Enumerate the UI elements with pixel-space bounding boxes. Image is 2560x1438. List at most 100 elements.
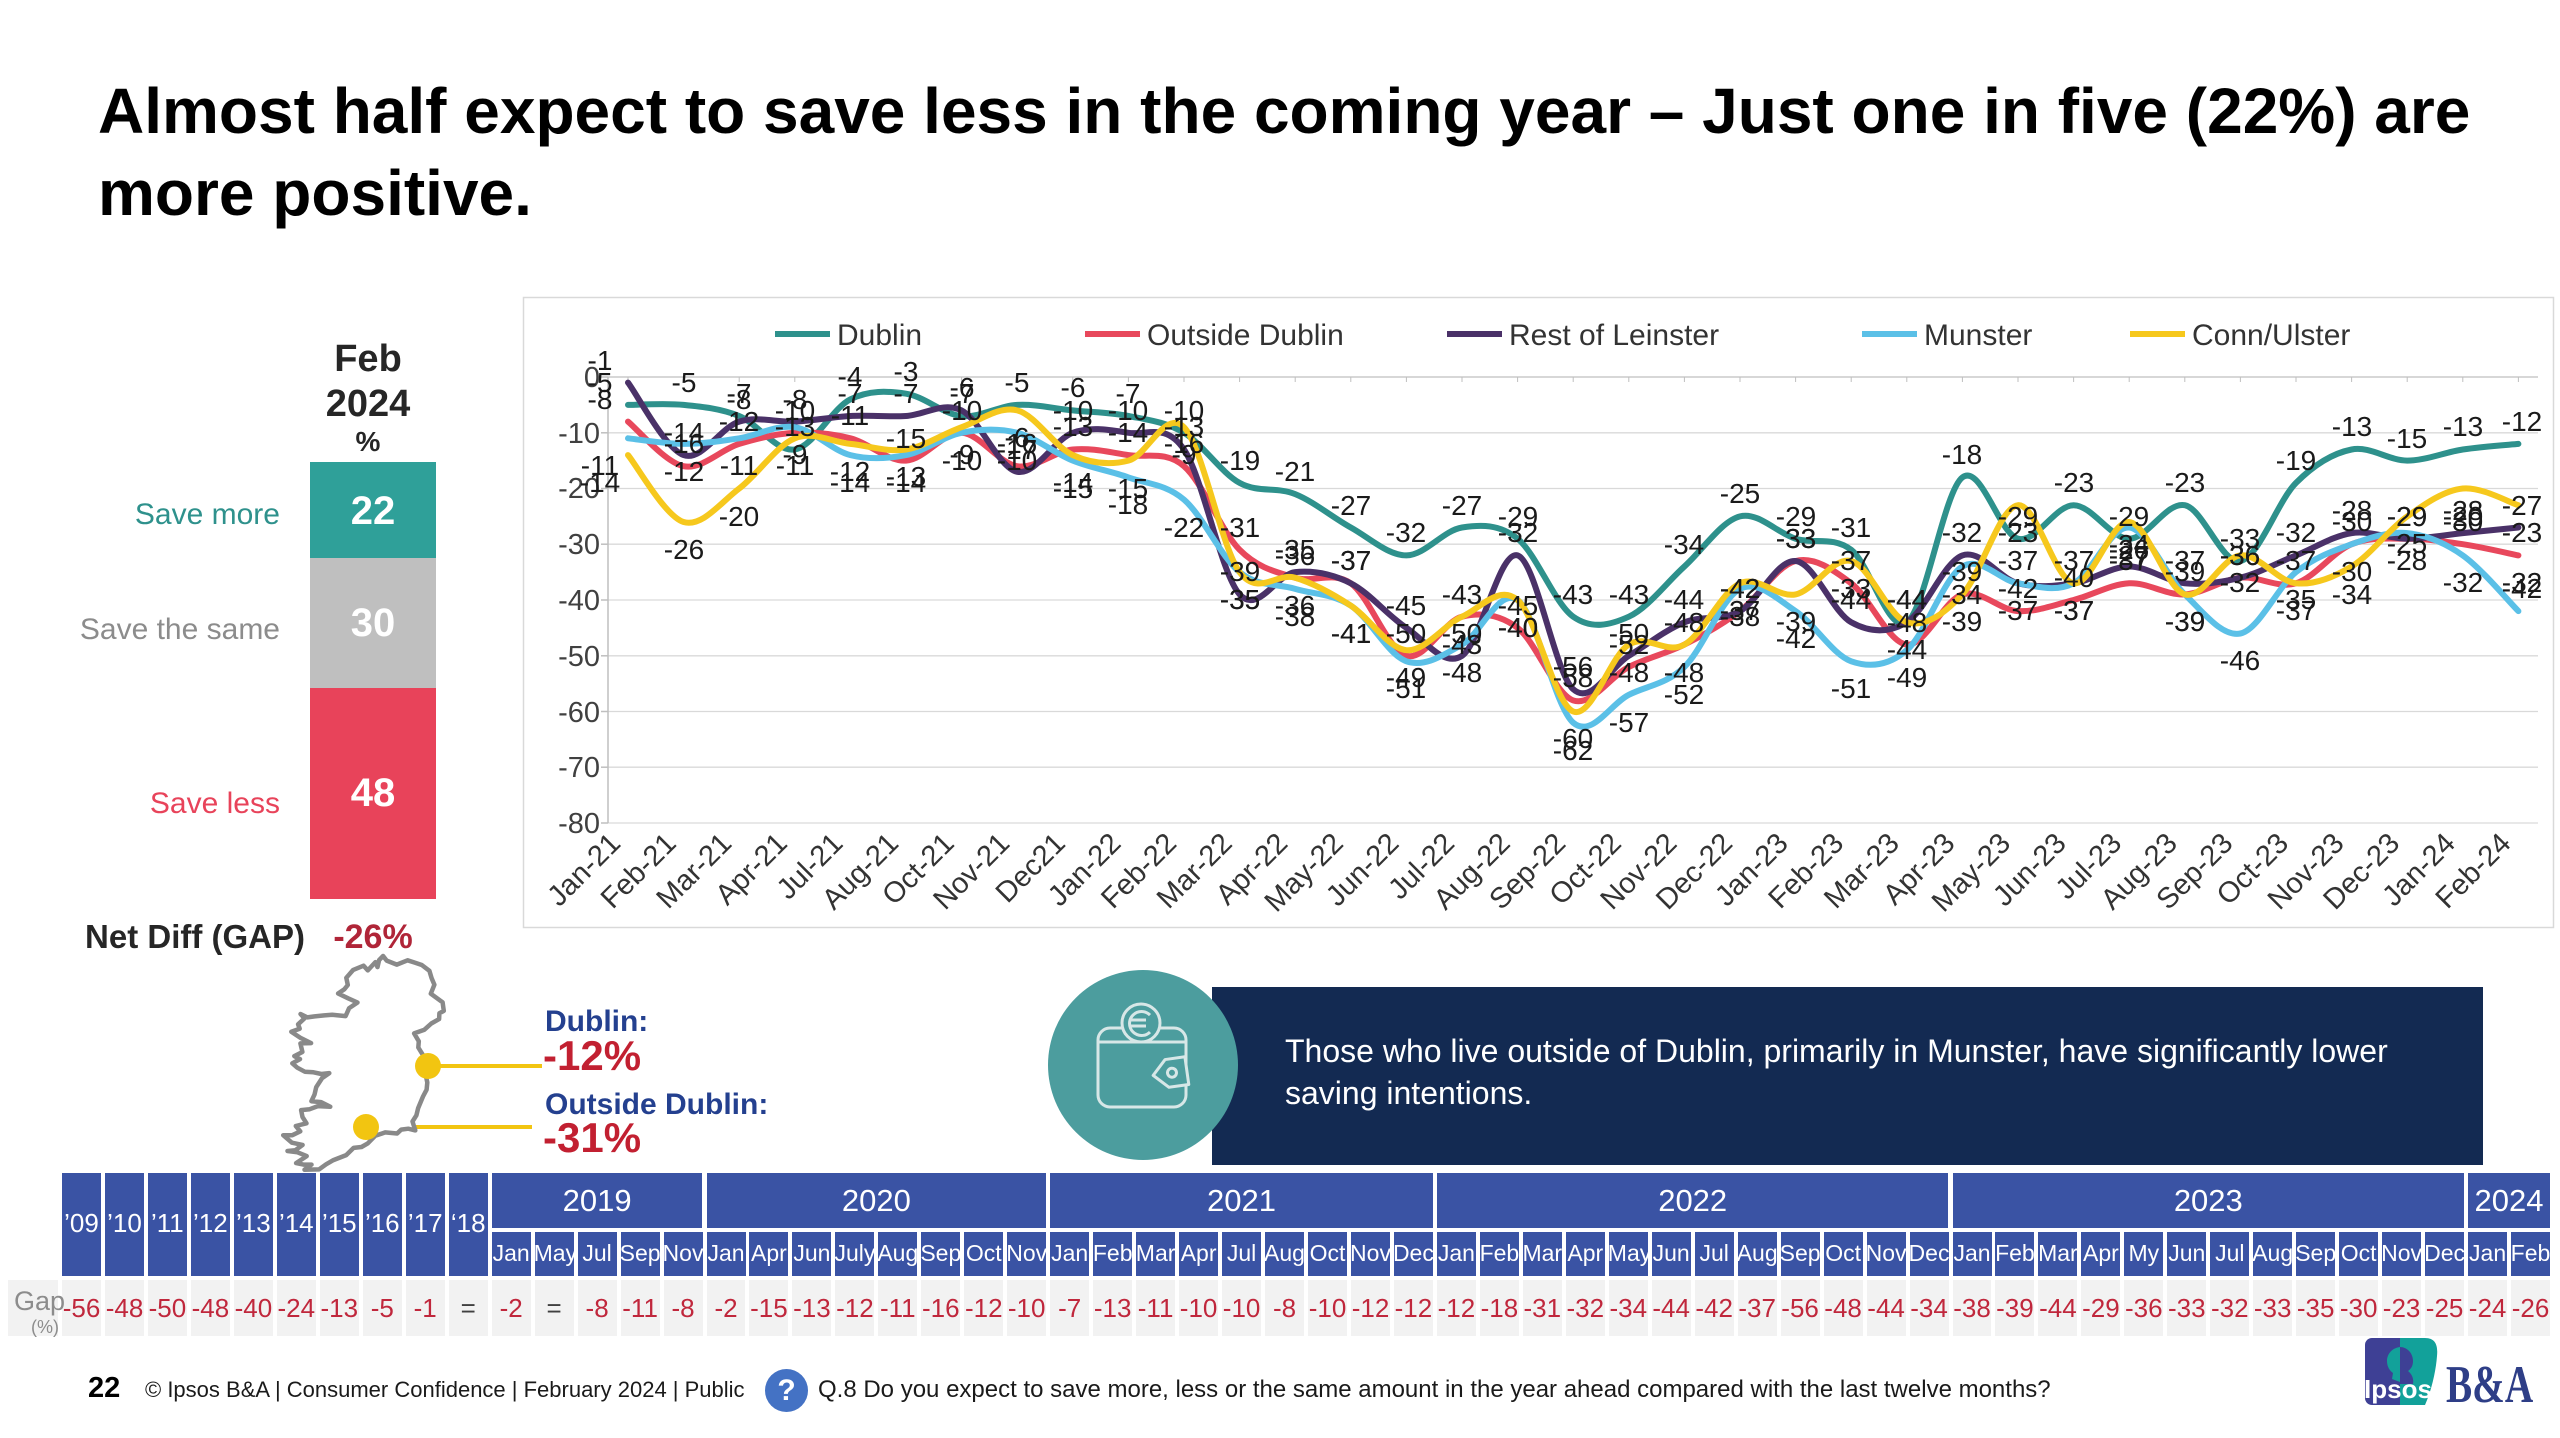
svg-text:-32: -32 <box>1942 517 1982 548</box>
svg-text:-45: -45 <box>1498 590 1538 621</box>
svg-text:-18: -18 <box>1942 439 1982 470</box>
svg-text:-7: -7 <box>727 378 752 409</box>
svg-text:-4: -4 <box>838 361 863 392</box>
svg-text:-13: -13 <box>1053 411 1093 442</box>
svg-text:-28: -28 <box>2332 495 2372 526</box>
svg-text:-50: -50 <box>1609 618 1649 649</box>
svg-text:-20: -20 <box>2443 501 2483 532</box>
svg-text:-44: -44 <box>1664 584 1704 615</box>
svg-text:-5: -5 <box>588 367 613 398</box>
svg-text:-38: -38 <box>1275 601 1315 632</box>
svg-text:-10: -10 <box>997 445 1037 476</box>
svg-text:-32: -32 <box>1386 517 1426 548</box>
svg-text:-25: -25 <box>1720 478 1760 509</box>
svg-text:-10: -10 <box>942 395 982 426</box>
svg-text:-33: -33 <box>2220 523 2260 554</box>
svg-text:0: 0 <box>584 362 600 394</box>
svg-text:-9: -9 <box>783 439 808 470</box>
svg-text:-39: -39 <box>2165 606 2205 637</box>
svg-text:-39: -39 <box>1942 606 1982 637</box>
svg-text:Rest of Leinster: Rest of Leinster <box>1509 319 1719 352</box>
svg-text:-29: -29 <box>2387 501 2427 532</box>
svg-text:-15: -15 <box>1053 473 1093 504</box>
svg-text:-37: -37 <box>1998 545 2038 576</box>
svg-text:Dublin: Dublin <box>837 319 922 352</box>
svg-text:-50: -50 <box>1386 618 1426 649</box>
svg-text:-29: -29 <box>1998 501 2038 532</box>
svg-text:-30: -30 <box>558 529 600 561</box>
svg-text:-25: -25 <box>2387 528 2427 559</box>
svg-text:-45: -45 <box>1386 590 1426 621</box>
svg-text:-31: -31 <box>1831 512 1871 543</box>
svg-text:-37: -37 <box>2276 595 2316 626</box>
svg-text:-11: -11 <box>581 450 619 481</box>
svg-text:-34: -34 <box>1942 579 1982 610</box>
svg-text:-12: -12 <box>719 406 759 437</box>
svg-text:-30: -30 <box>2443 506 2483 537</box>
svg-text:-39: -39 <box>2165 606 2205 637</box>
svg-text:-27: -27 <box>1442 490 1482 521</box>
svg-text:-26: -26 <box>664 534 704 565</box>
svg-text:-40: -40 <box>1498 612 1538 643</box>
svg-text:-32: -32 <box>2443 567 2483 598</box>
svg-text:-51: -51 <box>1386 673 1426 704</box>
svg-text:-13: -13 <box>886 461 926 492</box>
svg-text:-14: -14 <box>830 467 870 498</box>
svg-text:-42: -42 <box>1776 623 1816 654</box>
svg-text:-41: -41 <box>1331 618 1371 649</box>
svg-text:-35: -35 <box>1275 534 1315 565</box>
svg-text:-19: -19 <box>2276 445 2316 476</box>
svg-text:-50: -50 <box>558 641 600 673</box>
svg-text:-32: -32 <box>1498 517 1538 548</box>
svg-text:-1: -1 <box>588 345 613 376</box>
svg-text:Munster: Munster <box>1924 319 2032 352</box>
svg-text:-39: -39 <box>1220 556 1260 587</box>
svg-text:-37: -37 <box>1331 545 1371 576</box>
svg-text:-10: -10 <box>1108 395 1148 426</box>
svg-text:-20: -20 <box>558 473 600 505</box>
svg-text:-16: -16 <box>997 428 1037 459</box>
svg-text:-36: -36 <box>2220 540 2260 571</box>
svg-text:-40: -40 <box>2054 562 2094 593</box>
svg-text:-37: -37 <box>2054 595 2094 626</box>
svg-text:-10: -10 <box>775 395 815 426</box>
svg-text:-12: -12 <box>664 456 704 487</box>
svg-text:-80: -80 <box>558 808 600 840</box>
svg-text:-5: -5 <box>1005 367 1030 398</box>
svg-text:B&A: B&A <box>2446 1355 2533 1414</box>
svg-text:-29: -29 <box>1498 501 1538 532</box>
svg-text:-12: -12 <box>830 456 870 487</box>
svg-text:-15: -15 <box>886 423 926 454</box>
svg-text:-40: -40 <box>558 585 600 617</box>
svg-text:-9: -9 <box>1172 439 1197 470</box>
svg-text:-28: -28 <box>2443 495 2483 526</box>
svg-text:-42: -42 <box>1998 573 2038 604</box>
svg-text:-13: -13 <box>2332 411 2372 442</box>
svg-text:-57: -57 <box>1609 707 1649 738</box>
svg-text:-21: -21 <box>1275 456 1315 487</box>
svg-text:-37: -37 <box>1331 545 1371 576</box>
svg-text:-51: -51 <box>1831 673 1871 704</box>
svg-text:-8: -8 <box>588 384 613 415</box>
svg-text:-7: -7 <box>950 378 975 409</box>
svg-text:-48: -48 <box>1609 657 1649 688</box>
svg-text:-37: -37 <box>2276 545 2316 576</box>
svg-text:-7: -7 <box>838 378 863 409</box>
svg-text:-36: -36 <box>1275 590 1315 621</box>
svg-text:-40: -40 <box>1498 612 1538 643</box>
svg-text:-32: -32 <box>2276 517 2316 548</box>
svg-text:-32: -32 <box>2220 567 2260 598</box>
svg-text:-44: -44 <box>1887 584 1927 615</box>
svg-text:-14: -14 <box>1053 467 1093 498</box>
svg-text:-18: -18 <box>1108 489 1148 520</box>
svg-text:-23: -23 <box>2054 467 2094 498</box>
svg-text:-37: -37 <box>1831 545 1871 576</box>
svg-text:Ipsos: Ipsos <box>2364 1374 2432 1404</box>
svg-text:Outside Dublin: Outside Dublin <box>1147 319 1344 352</box>
svg-text:-33: -33 <box>1776 523 1816 554</box>
svg-text:-42: -42 <box>1720 573 1760 604</box>
svg-text:-52: -52 <box>1664 679 1704 710</box>
svg-text:-31: -31 <box>1220 512 1260 543</box>
svg-text:-56: -56 <box>1553 651 1593 682</box>
svg-text:-36: -36 <box>1275 540 1315 571</box>
